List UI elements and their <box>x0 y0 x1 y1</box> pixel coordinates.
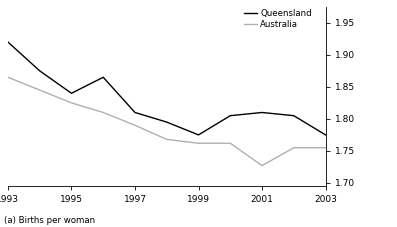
Line: Australia: Australia <box>8 77 326 166</box>
Queensland <box>291 114 296 117</box>
Text: (a) Births per woman: (a) Births per woman <box>4 216 95 225</box>
Australia <box>37 89 42 91</box>
Line: Queensland: Queensland <box>8 42 326 135</box>
Queensland <box>69 92 74 95</box>
Queensland <box>228 114 233 117</box>
Queensland <box>260 111 264 114</box>
Australia <box>228 142 233 145</box>
Queensland <box>37 69 42 72</box>
Australia <box>323 146 328 149</box>
Australia <box>291 146 296 149</box>
Text: rate(a): rate(a) <box>364 0 395 1</box>
Australia <box>196 142 201 145</box>
Legend: Queensland, Australia: Queensland, Australia <box>244 9 312 30</box>
Australia <box>101 111 106 114</box>
Australia <box>133 124 137 127</box>
Australia <box>164 138 169 141</box>
Queensland <box>101 76 106 79</box>
Australia <box>69 101 74 104</box>
Queensland <box>196 133 201 136</box>
Australia <box>260 164 264 167</box>
Queensland <box>164 121 169 123</box>
Queensland <box>6 41 10 43</box>
Australia <box>6 76 10 79</box>
Queensland <box>323 133 328 136</box>
Queensland <box>133 111 137 114</box>
